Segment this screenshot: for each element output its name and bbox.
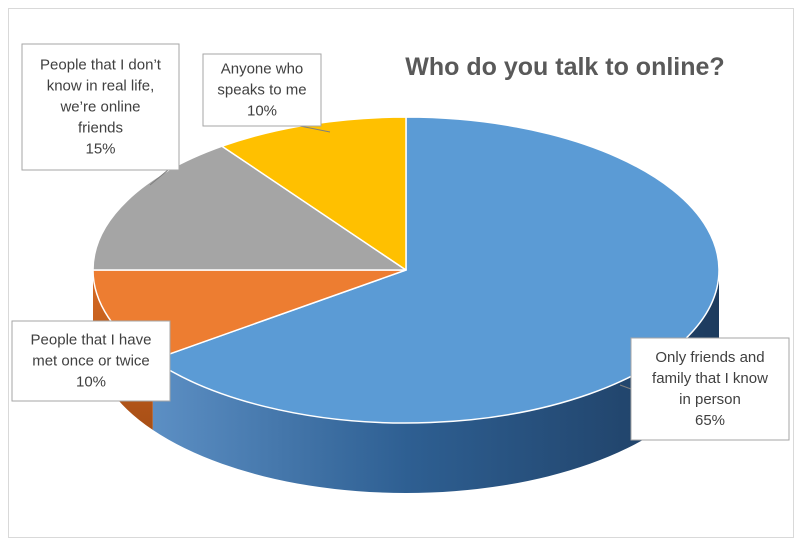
- callout-friends-family: Only friends and family that I know in per…: [619, 337, 790, 441]
- callout-box: [11, 320, 171, 402]
- callout-anyone: Anyone who speaks to me 10%: [202, 53, 331, 133]
- data-label-friends-family: Only friends and family that I know in per…: [652, 349, 768, 429]
- callout-online-friends: People that I don’t know in real life, we’…: [21, 43, 180, 186]
- pie-tops: [92, 116, 720, 424]
- callout-met-once-twice: People that I have met once or twice 10%: [11, 320, 171, 402]
- callout-box: [21, 43, 180, 171]
- pie-side-friends-family: [152, 270, 719, 493]
- callout-leader-line: [619, 384, 632, 390]
- callout-leader-line: [299, 125, 331, 133]
- data-label-online-friends: People that I don’t know in real life, we’…: [40, 57, 162, 158]
- data-label-met-once-twice: People that I have met once or twice 10%: [31, 332, 152, 391]
- data-label-callouts: Only friends and family that I know in per…: [11, 43, 790, 441]
- callout-leader-line: [149, 169, 169, 186]
- chart-title: Who do you talk to online?: [405, 53, 724, 81]
- callout-box: [202, 53, 322, 127]
- callout-box: [630, 337, 790, 441]
- pie-slice-online-friends: [92, 145, 407, 271]
- data-label-anyone: Anyone who speaks to me 10%: [217, 61, 306, 120]
